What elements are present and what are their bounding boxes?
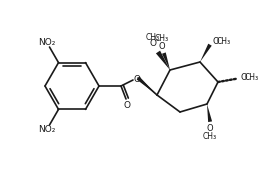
Text: O: O: [123, 100, 130, 110]
Text: CH₃: CH₃: [245, 73, 259, 82]
Text: CH₃: CH₃: [203, 132, 217, 141]
Text: O: O: [150, 39, 157, 48]
Polygon shape: [207, 104, 212, 122]
Polygon shape: [156, 51, 170, 70]
Text: O: O: [207, 124, 214, 133]
Text: CH₃: CH₃: [155, 34, 169, 43]
Polygon shape: [137, 76, 157, 95]
Text: CH₃: CH₃: [146, 33, 160, 41]
Text: O: O: [213, 37, 219, 46]
Text: NO₂: NO₂: [38, 125, 56, 134]
Text: O: O: [158, 41, 165, 51]
Polygon shape: [200, 44, 212, 62]
Text: NO₂: NO₂: [38, 38, 56, 47]
Polygon shape: [162, 52, 170, 70]
Text: O: O: [133, 74, 140, 84]
Text: CH₃: CH₃: [217, 37, 231, 46]
Text: O: O: [240, 73, 247, 82]
